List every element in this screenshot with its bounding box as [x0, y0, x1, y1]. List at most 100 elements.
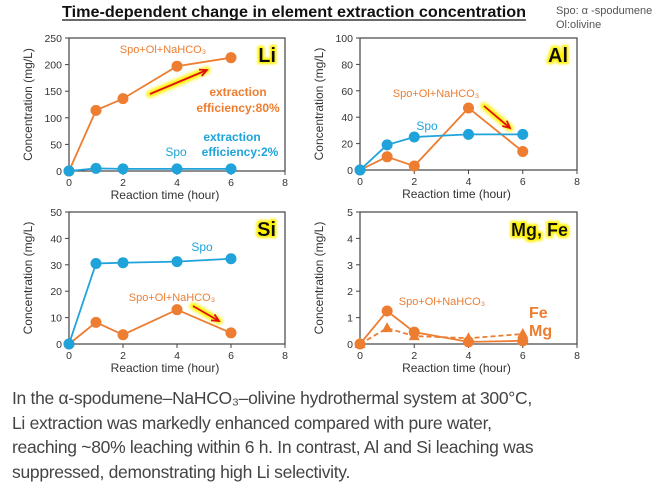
x-tick-label: 6: [520, 350, 526, 362]
series-label-mg: Mg: [529, 323, 552, 340]
y-tick-label: 20: [341, 139, 353, 151]
y-tick-label: 40: [50, 233, 62, 245]
data-point: [117, 257, 129, 269]
trend-arrow: [483, 105, 511, 129]
trend-arrow: [149, 69, 208, 95]
y-axis-label: Concentration (mg/L): [21, 222, 35, 335]
series-label: Spo: [165, 145, 187, 159]
arrow-head: [210, 313, 221, 323]
x-axis-label: Reaction time (hour): [402, 187, 511, 201]
data-point: [381, 139, 393, 151]
series-label: Spo+Ol+NaHCO₃: [399, 296, 485, 308]
data-point: [517, 146, 529, 158]
y-tick-label: 30: [50, 260, 62, 272]
y-tick-label: 10: [50, 313, 62, 325]
x-tick-label: 2: [411, 176, 417, 188]
x-tick-label: 4: [466, 176, 472, 188]
data-point-triangle: [463, 332, 474, 343]
x-tick-label: 4: [466, 350, 472, 362]
data-point: [408, 160, 420, 172]
annotation: efficiency:2%: [202, 145, 279, 159]
y-tick-label: 40: [341, 112, 353, 124]
arrow-head: [502, 120, 512, 130]
legend-ol: Ol:olivine: [556, 19, 602, 31]
x-tick-label: 2: [411, 350, 417, 362]
y-tick-label: 0: [347, 339, 353, 351]
annotation: extraction: [203, 130, 260, 144]
data-point-triangle: [354, 338, 366, 348]
x-tick-label: 0: [66, 350, 72, 362]
data-point: [171, 163, 183, 175]
data-point: [408, 131, 420, 143]
data-point: [225, 163, 237, 175]
x-tick-label: 0: [357, 350, 363, 362]
y-tick-label: 0: [56, 339, 62, 351]
y-tick-label: 0: [347, 165, 353, 177]
data-point: [117, 163, 129, 175]
x-tick-label: 6: [228, 177, 234, 189]
abbreviation-legend: Spo: α -spodumene Ol:olivine: [556, 4, 652, 32]
x-tick-label: 6: [520, 176, 526, 188]
data-point: [381, 151, 393, 163]
data-point: [225, 253, 237, 265]
arrow-head: [198, 68, 209, 77]
x-tick-label: 6: [228, 350, 234, 362]
caption: In the α-spodumene–NaHCO₃–olivine hydrot…: [12, 386, 652, 484]
data-point: [171, 304, 183, 316]
y-tick-label: 100: [335, 33, 353, 45]
series-label: Spo: [191, 240, 213, 254]
x-tick-label: 4: [174, 350, 180, 362]
data-point: [354, 164, 366, 176]
caption-line: suppressed, demonstrating high Li select…: [12, 461, 351, 482]
y-tick-label: 60: [341, 86, 353, 98]
element-label: Al: [548, 45, 568, 67]
data-point: [463, 128, 474, 140]
series-label: Spo: [416, 119, 438, 133]
x-tick-label: 0: [66, 177, 72, 189]
series-label: Spo+Ol+NaHCO₃: [120, 44, 206, 56]
data-point: [517, 335, 529, 347]
element-label: Li: [258, 45, 276, 67]
trend-arrow: [192, 305, 220, 322]
y-tick-label: 1: [347, 313, 353, 325]
x-axis-label: Reaction time (hour): [402, 361, 511, 375]
x-tick-label: 8: [282, 177, 288, 189]
y-tick-label: 200: [44, 60, 62, 72]
x-tick-label: 8: [574, 176, 580, 188]
data-point: [225, 52, 237, 64]
data-point: [117, 93, 129, 105]
x-tick-label: 4: [174, 177, 180, 189]
data-point: [90, 257, 102, 269]
annotation: extraction: [209, 85, 266, 99]
series-label: Spo+Ol+NaHCO₃: [393, 88, 479, 100]
y-tick-label: 100: [44, 113, 62, 125]
y-axis-label: Concentration (mg/L): [312, 222, 326, 335]
y-tick-label: 20: [50, 286, 62, 298]
caption-line: Li extraction was markedly enhanced comp…: [12, 412, 492, 433]
caption-line: In the α-spodumene–NaHCO₃–olivine hydrot…: [12, 388, 532, 408]
legend-spo: Spo: α -spodumene: [556, 5, 653, 17]
x-tick-label: 8: [574, 350, 580, 362]
series-label-fe: Fe: [529, 305, 548, 322]
caption-line: reaching ~80% leaching within 6 h. In co…: [12, 437, 534, 457]
data-point-triangle: [517, 327, 529, 338]
x-tick-label: 8: [282, 350, 288, 362]
x-tick-label: 2: [120, 350, 126, 362]
data-point-triangle: [381, 322, 393, 333]
data-point: [90, 162, 102, 174]
x-axis-label: Reaction time (hour): [111, 361, 220, 375]
data-point: [171, 60, 183, 72]
y-tick-label: 50: [50, 207, 62, 219]
data-point: [117, 329, 129, 341]
data-point-triangle: [408, 330, 420, 341]
data-point: [90, 316, 102, 328]
element-label: Mg, Fe: [511, 220, 568, 240]
y-tick-label: 80: [341, 59, 353, 71]
data-point: [171, 256, 183, 268]
y-tick-label: 150: [44, 86, 62, 98]
y-tick-label: 50: [50, 139, 62, 151]
data-point: [381, 305, 393, 317]
y-axis-label: Concentration (mg/L): [21, 48, 35, 161]
y-tick-label: 4: [347, 233, 353, 245]
x-axis-label: Reaction time (hour): [111, 188, 220, 202]
